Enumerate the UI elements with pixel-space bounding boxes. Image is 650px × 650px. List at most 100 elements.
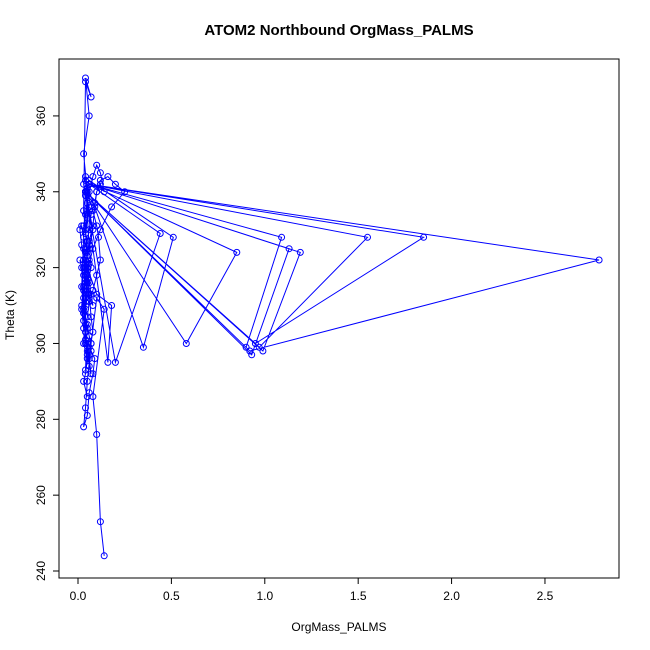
data-point <box>104 173 112 181</box>
chart-title: ATOM2 Northbound OrgMass_PALMS <box>204 22 473 39</box>
x-tick-label: 0.0 <box>70 589 87 603</box>
data-point <box>87 347 95 355</box>
data-point <box>111 180 119 188</box>
data-point <box>78 305 86 313</box>
data-point <box>87 313 95 321</box>
data-point <box>83 267 91 275</box>
data-point <box>82 321 89 328</box>
data-point <box>108 302 116 309</box>
data-point <box>156 230 164 237</box>
data-point <box>85 188 93 196</box>
data-point <box>83 355 91 363</box>
data-point <box>296 248 304 256</box>
data-point <box>83 199 91 207</box>
data-point <box>93 294 101 302</box>
data-point <box>87 93 95 101</box>
y-tick-label: 340 <box>34 181 48 201</box>
data-point <box>82 328 89 336</box>
data-point <box>93 290 101 298</box>
data-point <box>93 222 101 230</box>
data-point <box>83 351 91 359</box>
data-point <box>96 226 104 234</box>
data-point <box>82 192 89 200</box>
data-point <box>85 256 93 264</box>
x-axis-label: OrgMass_PALMS <box>291 620 386 634</box>
y-tick-label: 260 <box>34 485 48 505</box>
data-point <box>85 203 93 211</box>
data-point <box>364 233 371 241</box>
data-point <box>108 203 116 211</box>
data-point <box>80 340 88 347</box>
y-tick-label: 320 <box>34 257 48 277</box>
data-point <box>96 176 104 184</box>
plot-area <box>76 74 603 560</box>
data-point <box>85 195 93 203</box>
data-point <box>91 199 99 207</box>
data-point <box>85 343 93 351</box>
data-point <box>85 355 93 363</box>
data-point <box>82 230 89 237</box>
data-point <box>82 74 89 82</box>
data-point <box>82 294 89 302</box>
data-point <box>93 161 101 169</box>
y-axis: 240 260 280 300 320 340 360 <box>34 106 60 581</box>
data-point <box>96 180 104 188</box>
data-point <box>80 317 88 325</box>
data-point <box>182 340 190 347</box>
data-point <box>85 298 93 306</box>
data-point <box>121 188 129 196</box>
data-point <box>89 222 97 230</box>
x-tick-label: 1.5 <box>350 589 367 603</box>
data-point <box>104 358 112 366</box>
data-point <box>85 237 93 245</box>
series-line <box>79 77 600 556</box>
data-point <box>82 366 89 374</box>
data-point <box>83 313 91 321</box>
data-point <box>80 309 88 317</box>
data-point <box>82 173 89 181</box>
x-tick-label: 1.0 <box>256 589 273 603</box>
data-point <box>83 245 91 253</box>
data-point <box>82 176 89 184</box>
data-point <box>285 245 293 253</box>
data-point <box>82 78 89 86</box>
x-axis: 0.0 0.5 1.0 1.5 2.0 2.5 <box>70 577 554 603</box>
data-point <box>82 271 89 279</box>
data-point <box>259 347 267 355</box>
data-point <box>89 302 97 309</box>
data-point <box>83 275 91 283</box>
data-point <box>85 389 93 397</box>
data-point <box>242 343 250 351</box>
data-point <box>93 431 101 438</box>
data-point <box>85 332 93 340</box>
data-point <box>78 302 86 309</box>
data-point <box>82 298 89 306</box>
data-point <box>83 393 91 401</box>
data-point <box>85 362 93 370</box>
data-point <box>89 286 97 294</box>
data-point <box>251 340 259 347</box>
data-point <box>83 252 91 260</box>
data-point <box>78 241 86 249</box>
data-point <box>80 271 88 279</box>
data-point <box>85 245 93 253</box>
data-point <box>78 222 86 230</box>
data-point <box>82 336 89 344</box>
data-point <box>420 233 428 241</box>
data-point <box>87 211 95 218</box>
data-point <box>80 324 88 332</box>
data-point <box>83 264 91 272</box>
data-point <box>80 286 88 294</box>
data-point <box>83 184 91 192</box>
y-tick-label: 240 <box>34 561 48 581</box>
data-point <box>80 283 88 291</box>
data-point <box>83 214 91 222</box>
x-tick-label: 0.5 <box>163 589 180 603</box>
data-point <box>278 233 286 241</box>
data-point <box>100 305 108 313</box>
data-point <box>96 518 104 526</box>
data-point <box>85 260 93 268</box>
data-point <box>82 226 89 234</box>
